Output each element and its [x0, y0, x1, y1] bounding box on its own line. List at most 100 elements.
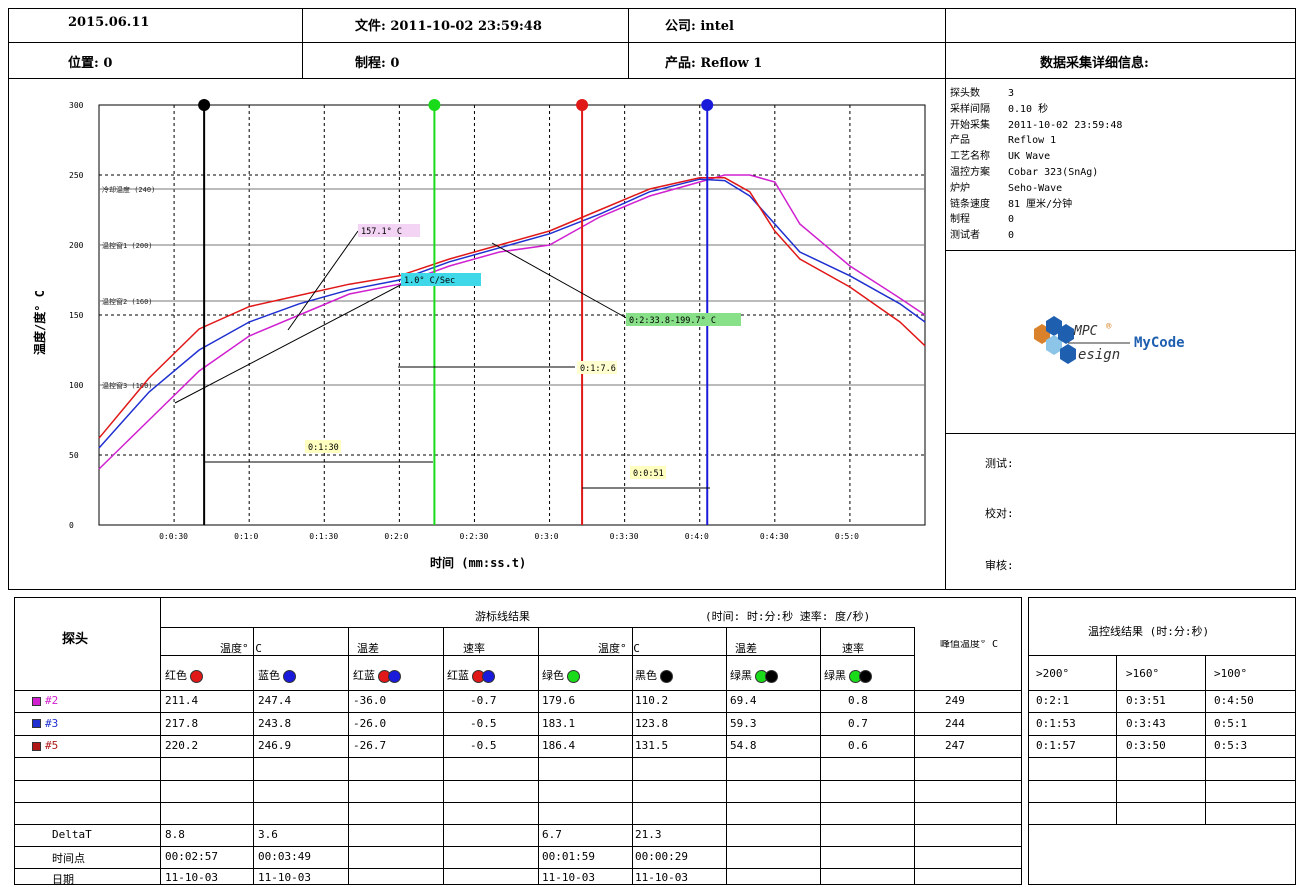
info-key: 温控方案 — [950, 167, 990, 178]
product-label: 产品: Reflow 1 — [665, 56, 763, 71]
info-key: 测试者 — [950, 230, 980, 242]
temp-results-cell: 0:3:51 — [1126, 694, 1166, 707]
info-key: 采样间隔 — [950, 103, 990, 115]
x-tick-label: 0:3:0 — [535, 532, 559, 541]
header-divider-1 — [8, 42, 1296, 43]
temp-table-row-line — [1028, 802, 1296, 803]
sub-red-label: 红色 — [165, 669, 187, 682]
y-tick-label: 200 — [69, 241, 84, 250]
y-tick-label: 150 — [69, 311, 84, 320]
table-col-line — [443, 627, 444, 885]
info-value: 2011-10-02 23:59:48 — [1008, 119, 1123, 131]
probe-header: 探头 — [62, 632, 89, 647]
date-cell: 11-10-03 — [165, 871, 218, 884]
table-cell: 179.6 — [542, 694, 576, 707]
probe-cell: #3 — [32, 717, 58, 730]
annotation-label: 0:1:7.6 — [580, 364, 616, 374]
table-cell: 246.9 — [258, 739, 292, 752]
probe-name: #5 — [45, 739, 59, 752]
x-axis-label: 时间 (mm:ss.t) — [430, 555, 526, 570]
temp-results-cell: 0:4:50 — [1214, 694, 1254, 707]
probe-name: #2 — [45, 694, 59, 707]
annotation-label: 0:1:30 — [308, 443, 339, 453]
info-value: UK Wave — [1008, 151, 1051, 163]
sub-black: 黑色 — [635, 667, 673, 683]
annotation-label: 1.0° C/Sec — [404, 276, 455, 286]
temp-results-cell: 0:1:57 — [1036, 739, 1076, 752]
delta-cell: 6.7 — [542, 828, 562, 841]
table-col-line — [348, 627, 349, 885]
table-cell: -36.0 — [353, 694, 387, 707]
table-col-line — [914, 627, 915, 885]
x-tick-label: 0:2:30 — [459, 532, 488, 541]
table-cell: -26.7 — [353, 739, 387, 752]
delta-cell: 8.8 — [165, 828, 185, 841]
info-row: 温控方案 Cobar 323(SnAg) — [950, 163, 1098, 178]
units-note: (时间: 时:分:秒 速率: 度/秒) — [705, 610, 871, 623]
temp-results-cell: 0:3:50 — [1126, 739, 1166, 752]
temp-table-row-line — [1028, 712, 1296, 713]
col-rate1: 速率 — [463, 642, 485, 655]
col-peak: 峰值温度° C — [940, 640, 999, 650]
report-frame — [8, 8, 1296, 590]
time-cell: 00:01:59 — [542, 850, 595, 863]
annotation-box — [577, 361, 617, 374]
table-cell: 217.8 — [165, 716, 199, 730]
sub-blue-label: 蓝色 — [258, 669, 280, 682]
probe-name: #3 — [45, 716, 59, 730]
table-cell: 247 — [945, 739, 965, 752]
x-tick-label: 0:0:30 — [159, 532, 188, 541]
sub-redblue-2: 红蓝 — [447, 667, 495, 683]
info-value: 0.10 秒 — [1008, 103, 1049, 115]
table-row-line — [14, 824, 1022, 825]
info-row: 炉炉 Seho-Wave — [950, 179, 1062, 194]
sign-review: 审核: — [985, 559, 1014, 572]
temp-results-header: >160° — [1126, 667, 1160, 680]
info-row: 工艺名称 UK Wave — [950, 147, 1050, 162]
hexagon-logo-icon: MPC ® esign MyCode — [1034, 316, 1185, 364]
plot-area — [98, 104, 926, 526]
header-col-divider-2 — [628, 8, 629, 78]
annotation-leader — [491, 242, 631, 321]
info-row: 产品 Reflow 1 — [950, 131, 1056, 146]
table-cell: 0.8 — [848, 694, 868, 707]
info-key: 探头数 — [950, 88, 980, 99]
info-key: 工艺名称 — [950, 151, 990, 163]
table-cell: 183.1 — [542, 716, 576, 730]
table-cell: 247.4 — [258, 694, 292, 707]
table-row-line — [14, 780, 1022, 781]
table-cell: 243.8 — [258, 716, 292, 730]
svg-text:MyCode: MyCode — [1134, 335, 1185, 351]
sign-test: 测试: — [985, 457, 1014, 470]
info-divider-1 — [945, 250, 1296, 251]
info-row: 制程 0 — [950, 210, 1014, 225]
table-row-line — [14, 735, 1022, 736]
time-cell: 00:02:57 — [165, 850, 218, 863]
y-tick-label: 0 — [69, 521, 74, 530]
table-cell: 220.2 — [165, 739, 199, 752]
blue-dot-icon — [283, 669, 296, 683]
blue-dot-icon — [482, 669, 495, 683]
temp-results-cell: 0:1:53 — [1036, 716, 1076, 730]
green-dot-icon — [567, 669, 580, 683]
probe-color-icon — [32, 741, 41, 751]
y-tick-label: 250 — [69, 171, 84, 180]
black-dot-icon — [859, 669, 872, 683]
probe-color-icon — [32, 719, 41, 728]
red-dot-icon — [190, 669, 203, 683]
time-label: 时间点 — [52, 852, 85, 865]
x-tick-label: 0:1:0 — [234, 532, 258, 541]
info-value: 0 — [1008, 230, 1015, 242]
info-key: 开始采集 — [950, 119, 990, 131]
date-cell: 11-10-03 — [258, 871, 311, 884]
cursor-handle — [701, 99, 714, 111]
svg-text:MPC: MPC — [1073, 324, 1098, 339]
annotation-label: 0:2:33.8-199.7° C — [629, 316, 716, 326]
info-row: 探头数 3 — [950, 84, 1014, 99]
annotation-box — [401, 273, 481, 286]
y-tick-label: 300 — [69, 101, 84, 110]
series-line-#5 — [98, 177, 926, 439]
black-dot-icon — [765, 669, 778, 683]
col-temp1: 温度° C — [220, 642, 262, 655]
details-title: 数据采集详细信息: — [1040, 56, 1149, 71]
